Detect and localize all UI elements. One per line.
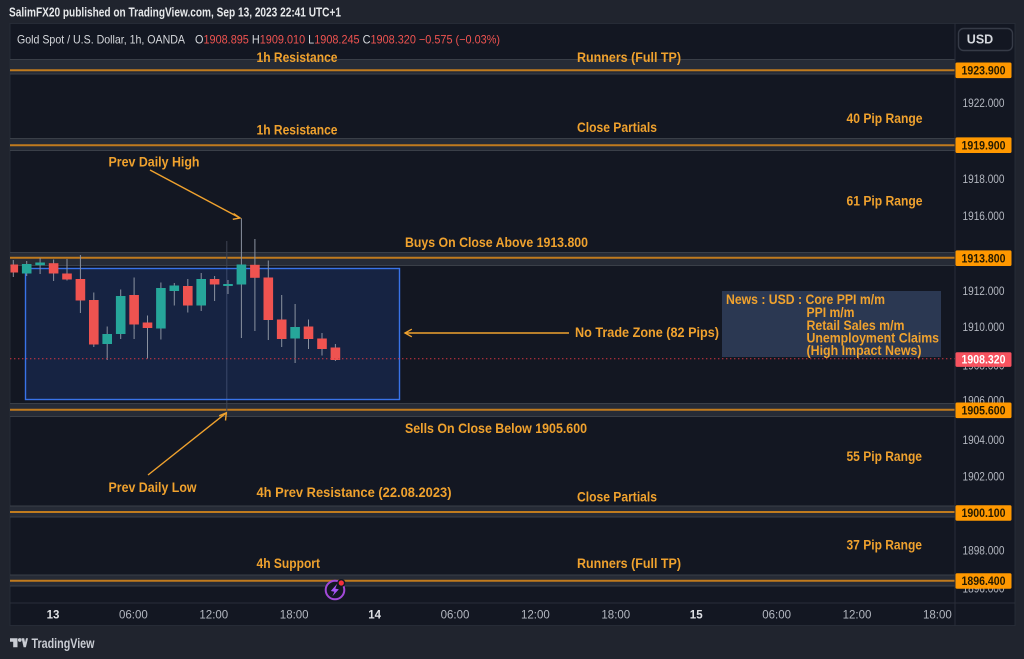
svg-text:1900.100: 1900.100 (962, 508, 1006, 520)
svg-text:1896.400: 1896.400 (962, 576, 1006, 588)
svg-text:1922.000: 1922.000 (963, 98, 1005, 110)
svg-text:1910.000: 1910.000 (963, 322, 1005, 334)
svg-text:06:00: 06:00 (762, 610, 791, 622)
svg-text:1h Resistance: 1h Resistance (257, 50, 338, 65)
svg-text:4h Support: 4h Support (257, 556, 321, 571)
svg-text:12:00: 12:00 (199, 610, 228, 622)
svg-text:News : USD : Core PPI m/m: News : USD : Core PPI m/m (726, 292, 885, 307)
svg-text:15: 15 (690, 610, 703, 622)
svg-text:1912.000: 1912.000 (963, 286, 1005, 298)
svg-text:Gold Spot / U.S. Dollar, 1h, O: Gold Spot / U.S. Dollar, 1h, OANDA (17, 33, 185, 47)
svg-text:1913.800: 1913.800 (962, 253, 1006, 265)
svg-text:61 Pip Range: 61 Pip Range (847, 194, 923, 209)
svg-text:1918.000: 1918.000 (963, 174, 1005, 186)
svg-text:1902.000: 1902.000 (963, 472, 1005, 484)
svg-text:40 Pip Range: 40 Pip Range (847, 111, 923, 126)
svg-text:PPI m/m: PPI m/m (807, 305, 855, 320)
svg-text:06:00: 06:00 (119, 610, 148, 622)
svg-text:1908.320: 1908.320 (962, 354, 1006, 366)
svg-text:TradingView: TradingView (32, 636, 95, 651)
svg-text:12:00: 12:00 (843, 610, 872, 622)
svg-text:1898.000: 1898.000 (963, 546, 1005, 558)
svg-text:1904.000: 1904.000 (963, 435, 1005, 447)
svg-text:Prev Daily Low: Prev Daily Low (109, 480, 198, 495)
svg-text:06:00: 06:00 (441, 610, 470, 622)
svg-text:55 Pip Range: 55 Pip Range (847, 449, 923, 464)
svg-text:18:00: 18:00 (280, 610, 309, 622)
svg-text:Buys On Close Above 1913.800: Buys On Close Above 1913.800 (405, 235, 588, 250)
svg-text:SalimFX20 published on Trading: SalimFX20 published on TradingView.com, … (9, 6, 341, 20)
svg-text:Close Partials: Close Partials (577, 490, 657, 505)
svg-text:18:00: 18:00 (923, 610, 952, 622)
svg-text:18:00: 18:00 (601, 610, 630, 622)
svg-text:1916.000: 1916.000 (963, 211, 1005, 223)
svg-text:Retail Sales m/m: Retail Sales m/m (807, 318, 905, 333)
svg-text:Runners (Full TP): Runners (Full TP) (577, 50, 681, 65)
svg-text:37 Pip Range: 37 Pip Range (847, 538, 923, 553)
svg-text:Close Partials: Close Partials (577, 120, 657, 135)
svg-text:1923.900: 1923.900 (962, 66, 1006, 78)
svg-text:4h Prev Resistance (22.08.2023: 4h Prev Resistance (22.08.2023) (257, 485, 452, 500)
svg-text:Sells On Close Below 1905.600: Sells On Close Below 1905.600 (405, 421, 587, 436)
svg-text:1919.900: 1919.900 (962, 140, 1006, 152)
svg-text:14: 14 (368, 610, 381, 622)
svg-text:(High Impact News): (High Impact News) (807, 343, 922, 358)
svg-text:USD: USD (967, 33, 993, 47)
svg-text:Prev Daily High: Prev Daily High (109, 155, 200, 170)
svg-text:No Trade Zone (82 Pips): No Trade Zone (82 Pips) (575, 325, 719, 340)
svg-text:13: 13 (47, 610, 60, 622)
svg-text:1h Resistance: 1h Resistance (257, 123, 338, 138)
svg-text:12:00: 12:00 (521, 610, 550, 622)
svg-text:Unemployment Claims: Unemployment Claims (807, 331, 940, 346)
svg-text:1905.600: 1905.600 (962, 406, 1006, 418)
svg-text:O1908.895 H1909.010 L1908.245: O1908.895 H1909.010 L1908.245 C1908.320 … (195, 33, 500, 47)
svg-text:Runners (Full TP): Runners (Full TP) (577, 556, 681, 571)
